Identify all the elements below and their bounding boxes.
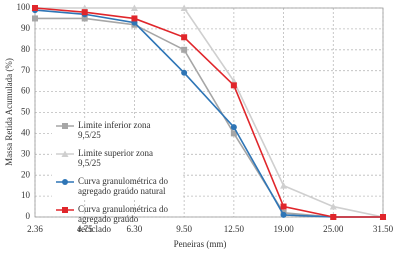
- y-axis-title: Massa Retida Acumulada (%): [4, 58, 14, 166]
- x-tick-label: 31.50: [373, 224, 394, 234]
- point: [230, 124, 237, 131]
- y-tick-label: 40: [21, 127, 31, 137]
- legend-label: Curva granulométrica do agregado graúdo n…: [78, 176, 168, 196]
- point: [329, 203, 337, 210]
- point: [380, 214, 386, 220]
- point: [330, 214, 337, 220]
- y-tick-label: 70: [21, 65, 31, 75]
- x-tick-label: 25.00: [323, 224, 344, 234]
- x-tick-label: 12.50: [224, 224, 245, 234]
- point: [280, 203, 287, 210]
- legend-label: Curva granulométrica do agregado graúdo re…: [78, 204, 168, 234]
- x-tick-label: 9.50: [176, 224, 192, 234]
- point: [181, 69, 188, 76]
- legend-box: [52, 118, 182, 198]
- y-tick-label: 100: [17, 2, 31, 12]
- point: [81, 15, 88, 22]
- x-axis-title: Peneiras (mm): [174, 239, 227, 249]
- point: [32, 5, 38, 11]
- legend-label: Limite superior zona 9,5/25: [78, 148, 153, 168]
- point: [131, 15, 138, 22]
- plot-frame: [34, 7, 384, 218]
- point: [180, 4, 188, 11]
- point: [62, 207, 68, 213]
- series-line: [34, 7, 383, 218]
- point: [181, 46, 188, 53]
- point: [32, 15, 38, 22]
- y-tick-label: 10: [21, 190, 31, 200]
- point: [230, 82, 237, 89]
- point: [62, 179, 68, 185]
- y-tick-label: 90: [21, 23, 31, 33]
- y-tick-label: 50: [21, 107, 31, 117]
- x-tick-label: 6.30: [127, 224, 143, 234]
- point: [130, 4, 138, 11]
- y-tick-label: 20: [21, 169, 31, 179]
- legend: Limite inferior zona 9,5/25 Limite superio…: [52, 118, 182, 234]
- point: [280, 211, 287, 218]
- series-line: [35, 7, 384, 218]
- point: [280, 182, 288, 189]
- point: [181, 34, 188, 41]
- series-line: [34, 9, 383, 218]
- point: [62, 123, 68, 129]
- x-tick-label: 19.00: [273, 224, 294, 234]
- y-tick-label: 0: [26, 211, 31, 221]
- x-tick-label: 4.75: [77, 224, 93, 234]
- point: [61, 150, 69, 157]
- x-tick-label: 2.36: [27, 224, 43, 234]
- point: [81, 9, 88, 16]
- y-tick-label: 30: [21, 148, 31, 158]
- legend-label: Limite inferior zona 9,5/25: [78, 120, 150, 140]
- point: [230, 130, 237, 137]
- y-tick-label: 60: [21, 86, 31, 96]
- y-tick-label: 80: [21, 44, 31, 54]
